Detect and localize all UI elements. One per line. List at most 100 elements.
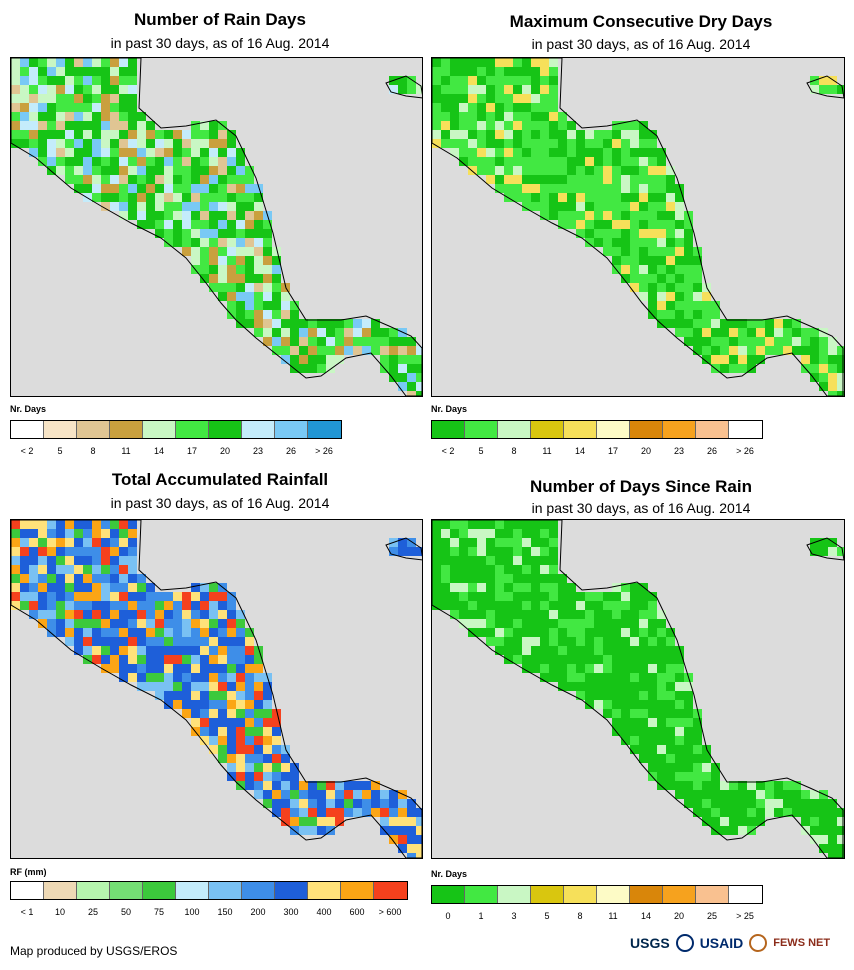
legend-swatch xyxy=(729,421,762,438)
legend-swatch xyxy=(275,421,308,438)
legend-swatch xyxy=(696,886,729,903)
legend-ticks: < 1 10 25 50 75 100 150 200 300 400 600 > 600 xyxy=(10,907,415,919)
legend-swatch xyxy=(341,882,374,899)
legend-tick-label: > 600 xyxy=(378,907,402,917)
legend-tick-label: 400 xyxy=(316,907,332,917)
fews-net-logo[interactable]: FEWS NET xyxy=(773,937,831,949)
usaid-seal-icon xyxy=(675,934,694,952)
legend-tick-label: 150 xyxy=(217,907,233,917)
legend-unit: RF (mm) xyxy=(10,867,47,877)
legend-swatch xyxy=(498,421,531,438)
legend-swatch xyxy=(143,421,176,438)
legend-swatch xyxy=(143,882,176,899)
legend-swatch xyxy=(729,886,762,903)
legend-swatch xyxy=(531,421,564,438)
legend-unit: Nr. Days xyxy=(10,404,47,414)
legend-swatch xyxy=(209,421,242,438)
panel-subtitle: in past 30 days, as of 16 Aug. 2014 xyxy=(110,495,330,511)
legend-swatch xyxy=(44,421,77,438)
legend-days-since-rain xyxy=(431,885,763,904)
map-raster xyxy=(11,520,422,858)
map-rainfall[interactable] xyxy=(10,519,423,859)
legend-swatch xyxy=(242,421,275,438)
legend-swatch xyxy=(465,421,498,438)
legend-tick-label: 200 xyxy=(250,907,266,917)
map-days-since-rain[interactable] xyxy=(431,519,845,859)
legend-tick-label: 300 xyxy=(283,907,299,917)
map-raster xyxy=(432,520,844,858)
map-raster xyxy=(432,58,844,396)
legend-swatch xyxy=(209,882,242,899)
legend-tick-label: 1 xyxy=(478,911,484,921)
legend-swatch xyxy=(308,882,341,899)
legend-swatch xyxy=(663,886,696,903)
legend-tick-label: 600 xyxy=(349,907,365,917)
panel-subtitle: in past 30 days, as of 16 Aug. 2014 xyxy=(110,35,330,51)
legend-tick-label: 17 xyxy=(186,446,198,456)
legend-tick-label: 14 xyxy=(153,446,165,456)
legend-tick-label: 3 xyxy=(511,911,517,921)
legend-tick-label: > 25 xyxy=(736,911,754,921)
legend-swatch xyxy=(308,421,341,438)
legend-tick-label: > 26 xyxy=(736,446,754,456)
legend-tick-label: 5 xyxy=(57,446,63,456)
legend-swatch xyxy=(564,421,597,438)
legend-tick-label: 23 xyxy=(673,446,685,456)
legend-swatch xyxy=(630,886,663,903)
legend-dry-days xyxy=(431,420,763,439)
legend-swatch xyxy=(176,882,209,899)
fews-seal-icon xyxy=(749,934,768,952)
legend-rainfall xyxy=(10,881,408,900)
legend-tick-label: 25 xyxy=(87,907,99,917)
legend-tick-label: 8 xyxy=(511,446,517,456)
legend-swatch xyxy=(432,886,465,903)
panel-title: Number of Days Since Rain xyxy=(529,477,752,496)
legend-tick-label: 11 xyxy=(121,446,131,456)
legend-tick-label: 17 xyxy=(607,446,619,456)
panel-title: Number of Rain Days xyxy=(134,10,306,29)
legend-swatch xyxy=(597,421,630,438)
legend-tick-label: 0 xyxy=(445,911,451,921)
panel-title: Maximum Consecutive Dry Days xyxy=(509,12,773,31)
legend-swatch xyxy=(77,882,110,899)
legend-tick-label: 14 xyxy=(574,446,586,456)
legend-swatch xyxy=(597,886,630,903)
legend-tick-label: 5 xyxy=(478,446,484,456)
legend-tick-label: 11 xyxy=(542,446,552,456)
legend-tick-label: 23 xyxy=(252,446,264,456)
legend-tick-label: 100 xyxy=(184,907,200,917)
legend-swatch xyxy=(465,886,498,903)
logos: USGS USAID FEWS NET xyxy=(630,934,830,952)
legend-swatch xyxy=(110,421,143,438)
legend-tick-label: < 2 xyxy=(441,446,455,456)
legend-swatch xyxy=(531,886,564,903)
legend-tick-label: 20 xyxy=(673,911,685,921)
legend-ticks: < 2 5 8 11 14 17 20 23 26 > 26 xyxy=(10,446,350,458)
legend-tick-label: > 26 xyxy=(315,446,333,456)
legend-unit: Nr. Days xyxy=(431,404,468,414)
legend-tick-label: 75 xyxy=(153,907,165,917)
map-rain-days[interactable] xyxy=(10,57,423,397)
legend-swatch xyxy=(374,882,407,899)
legend-tick-label: 26 xyxy=(706,446,718,456)
legend-unit: Nr. Days xyxy=(431,869,468,879)
legend-swatch xyxy=(275,882,308,899)
legend-rain-days xyxy=(10,420,342,439)
legend-swatch xyxy=(11,421,44,438)
legend-swatch xyxy=(696,421,729,438)
legend-tick-label: 10 xyxy=(54,907,66,917)
legend-tick-label: 20 xyxy=(219,446,231,456)
legend-tick-label: 8 xyxy=(90,446,96,456)
map-dry-days[interactable] xyxy=(431,57,845,397)
legend-tick-label: 26 xyxy=(285,446,297,456)
legend-tick-label: 5 xyxy=(544,911,550,921)
usaid-logo[interactable]: USAID xyxy=(699,935,744,951)
map-raster xyxy=(11,58,422,396)
legend-swatch xyxy=(498,886,531,903)
legend-swatch xyxy=(176,421,209,438)
legend-tick-label: 14 xyxy=(640,911,652,921)
legend-tick-label: 25 xyxy=(706,911,718,921)
usgs-logo[interactable]: USGS xyxy=(630,935,670,951)
legend-tick-label: 8 xyxy=(577,911,583,921)
legend-tick-label: < 2 xyxy=(20,446,34,456)
